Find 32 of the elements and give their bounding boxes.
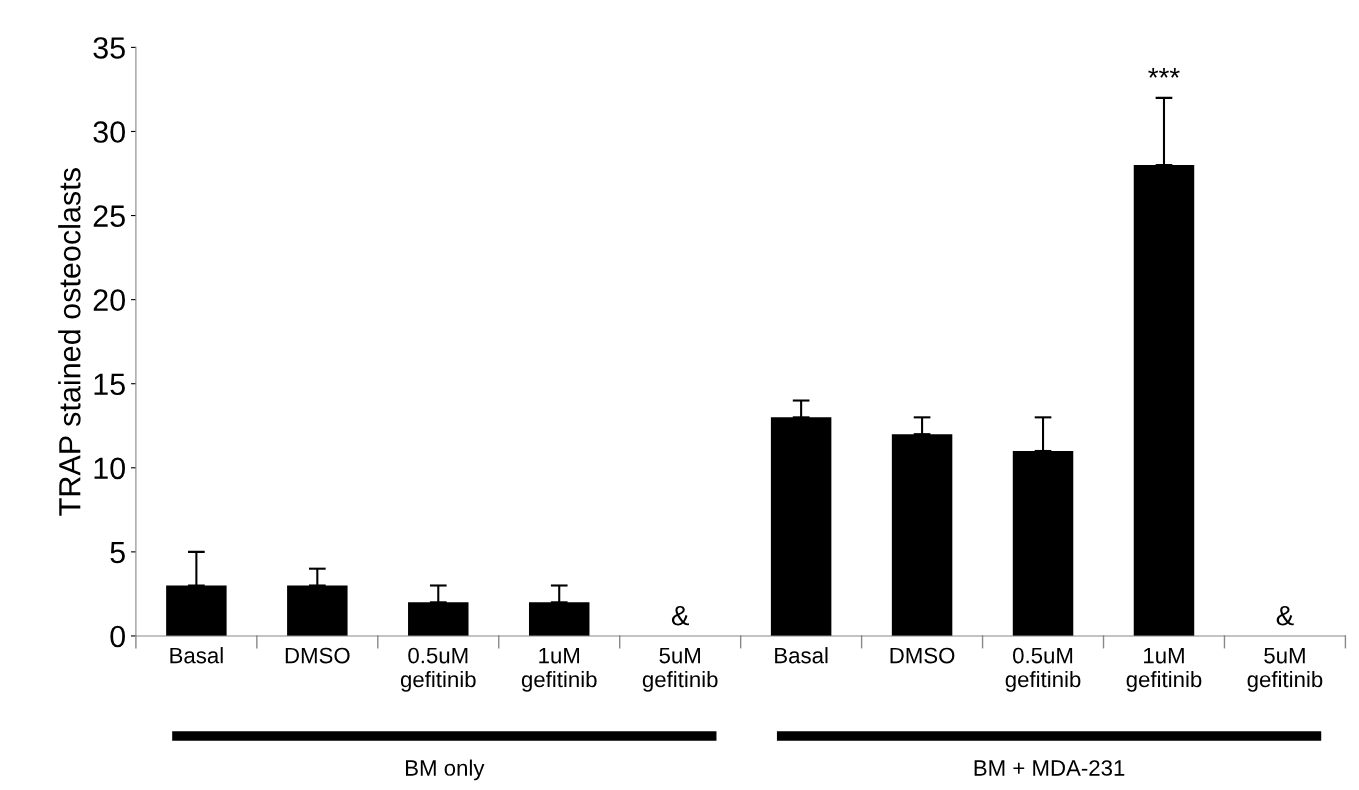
x-tick-label: DMSO <box>285 647 350 664</box>
x-tick-label: 1uM gefitinib <box>521 647 597 692</box>
x-tick-label: Basal <box>775 647 828 664</box>
y-tick-label: 25 <box>93 205 125 227</box>
y-tick-label: 30 <box>93 121 125 143</box>
x-tick-label: DMSO <box>890 647 955 664</box>
text: & <box>671 605 690 626</box>
y-tick-label: 0 <box>110 625 125 648</box>
bar <box>528 602 590 636</box>
bar <box>1133 165 1195 636</box>
y-tick-label: 5 <box>110 541 125 564</box>
text: BM only <box>406 759 485 781</box>
x-tick-label: Basal <box>170 647 223 664</box>
bar <box>1012 450 1074 636</box>
y-tick-label: 35 <box>93 37 125 59</box>
y-tick-label: 20 <box>93 289 125 312</box>
bar <box>287 585 348 636</box>
x-tick-label: 5uM gefitinib <box>642 647 718 692</box>
x-tick-label: 5uM gefitinib <box>1247 647 1323 692</box>
y-tick-label: 15 <box>94 373 125 396</box>
x-tick-label: 0.5uM gefitinib <box>400 647 476 692</box>
y-tick-label: 10 <box>94 457 125 480</box>
bar <box>408 602 469 636</box>
bar <box>166 585 227 636</box>
text: BM + MDA-231 <box>974 760 1125 776</box>
data-label: *** <box>1148 67 1180 78</box>
bar <box>770 417 832 636</box>
y-axis-title: TRAP stained osteoclasts <box>58 168 81 516</box>
x-tick-label: 1uM gefitinib <box>1126 647 1202 692</box>
bar <box>891 434 953 636</box>
text: & <box>1276 605 1294 626</box>
x-tick-label: 0.5uM gefitinib <box>1005 647 1081 692</box>
